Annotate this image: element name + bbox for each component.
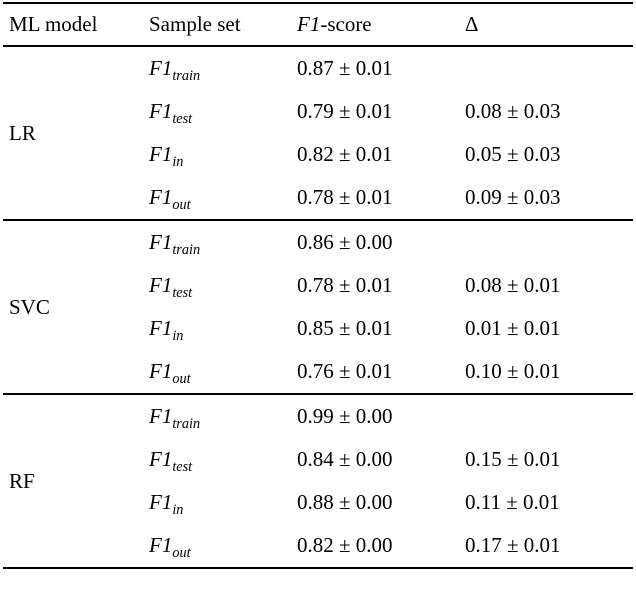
f1-score-cell: 0.76 ± 0.01: [297, 359, 393, 383]
f1-subscript: in: [172, 502, 184, 519]
f1-score-cell: 0.78 ± 0.01: [297, 273, 393, 297]
model-cell: SVC: [9, 294, 50, 319]
f1-score-cell: 0.87 ± 0.01: [297, 56, 393, 80]
f1-math-label: F1: [149, 316, 173, 340]
delta-cell: 0.08 ± 0.03: [465, 99, 561, 123]
sample-set-cell: F1train: [143, 220, 291, 264]
header-sample-set: Sample set: [149, 12, 241, 36]
table-row: F1test 0.78 ± 0.01 0.08 ± 0.01: [3, 264, 633, 307]
f1-score-cell: 0.86 ± 0.00: [297, 230, 393, 254]
table-row: F1in 0.88 ± 0.00 0.11 ± 0.01: [3, 481, 633, 524]
delta-cell: [459, 220, 633, 264]
model-cell: LR: [9, 120, 36, 145]
f1-subscript: test: [172, 285, 193, 302]
sample-set-cell: F1train: [143, 46, 291, 90]
f1-score-cell: 0.82 ± 0.00: [297, 533, 393, 557]
f1-score-cell: 0.85 ± 0.01: [297, 316, 393, 340]
sample-set-cell: F1test: [143, 438, 291, 481]
model-cell: RF: [9, 468, 35, 493]
table-row: F1test 0.84 ± 0.00 0.15 ± 0.01: [3, 438, 633, 481]
sample-set-cell: F1test: [143, 264, 291, 307]
sample-set-cell: F1in: [143, 307, 291, 350]
sample-set-cell: F1out: [143, 524, 291, 568]
delta-cell: 0.08 ± 0.01: [465, 273, 561, 297]
f1-math-label: F1: [297, 12, 321, 36]
header-delta: Δ: [465, 12, 479, 36]
delta-cell: 0.15 ± 0.01: [465, 447, 561, 471]
f1-math-label: F1: [149, 533, 173, 557]
f1-subscript: out: [172, 197, 191, 214]
table-row: F1out 0.76 ± 0.01 0.10 ± 0.01: [3, 350, 633, 394]
f1-subscript: out: [172, 545, 191, 562]
f1-subscript: in: [172, 154, 184, 171]
f1-score-cell: 0.78 ± 0.01: [297, 185, 393, 209]
f1-score-cell: 0.82 ± 0.01: [297, 142, 393, 166]
f1-math-label: F1: [149, 56, 173, 80]
header-row: ML model Sample set F1-score Δ: [3, 3, 633, 46]
delta-cell: 0.17 ± 0.01: [465, 533, 561, 557]
f1-score-cell: 0.99 ± 0.00: [297, 404, 393, 428]
delta-cell: 0.10 ± 0.01: [465, 359, 561, 383]
f1-subscript: train: [172, 68, 201, 85]
table-row: SVC F1train 0.86 ± 0.00: [3, 220, 633, 319]
f1-subscript: out: [172, 371, 191, 388]
results-table: ML model Sample set F1-score Δ LR F1trai…: [3, 2, 633, 569]
table-row: F1test 0.79 ± 0.01 0.08 ± 0.03: [3, 90, 633, 133]
f1-math-label: F1: [149, 230, 173, 254]
f1-score-cell: 0.84 ± 0.00: [297, 447, 393, 471]
table-header: ML model Sample set F1-score Δ: [3, 3, 633, 46]
f1-math-label: F1: [149, 490, 173, 514]
table-row: LR F1train 0.87 ± 0.01: [3, 46, 633, 145]
delta-cell: 0.05 ± 0.03: [465, 142, 561, 166]
f1-subscript: train: [172, 416, 201, 433]
delta-cell: 0.11 ± 0.01: [465, 490, 560, 514]
sample-set-cell: F1train: [143, 394, 291, 438]
sample-set-cell: F1in: [143, 133, 291, 176]
f1-score-cell: 0.79 ± 0.01: [297, 99, 393, 123]
sample-set-cell: F1in: [143, 481, 291, 524]
table-row: RF F1train 0.99 ± 0.00: [3, 394, 633, 493]
f1-math-label: F1: [149, 359, 173, 383]
header-f1-score: F1-score: [291, 3, 459, 46]
table-row: F1out 0.78 ± 0.01 0.09 ± 0.03: [3, 176, 633, 220]
delta-cell: [459, 394, 633, 438]
delta-cell: [459, 46, 633, 90]
model-group-svc: SVC F1train 0.86 ± 0.00 F1test 0.78 ± 0.…: [3, 220, 633, 394]
table-row: F1out 0.82 ± 0.00 0.17 ± 0.01: [3, 524, 633, 568]
f1-subscript: test: [172, 111, 193, 128]
f1-subscript: train: [172, 242, 201, 259]
delta-cell: 0.01 ± 0.01: [465, 316, 561, 340]
f1-math-label: F1: [149, 185, 173, 209]
f1-math-label: F1: [149, 142, 173, 166]
f1-subscript: test: [172, 459, 193, 476]
f1-math-label: F1: [149, 404, 173, 428]
model-group-lr: LR F1train 0.87 ± 0.01 F1test 0.79 ± 0.0…: [3, 46, 633, 220]
delta-cell: 0.09 ± 0.03: [465, 185, 561, 209]
header-ml-model: ML model: [9, 12, 98, 36]
f1-score-suffix: -score: [320, 12, 372, 36]
f1-subscript: in: [172, 328, 184, 345]
f1-math-label: F1: [149, 447, 173, 471]
f1-math-label: F1: [149, 99, 173, 123]
f1-score-cell: 0.88 ± 0.00: [297, 490, 393, 514]
table-row: F1in 0.82 ± 0.01 0.05 ± 0.03: [3, 133, 633, 176]
sample-set-cell: F1test: [143, 90, 291, 133]
table-row: F1in 0.85 ± 0.01 0.01 ± 0.01: [3, 307, 633, 350]
sample-set-cell: F1out: [143, 176, 291, 220]
sample-set-cell: F1out: [143, 350, 291, 394]
f1-math-label: F1: [149, 273, 173, 297]
model-group-rf: RF F1train 0.99 ± 0.00 F1test 0.84 ± 0.0…: [3, 394, 633, 568]
